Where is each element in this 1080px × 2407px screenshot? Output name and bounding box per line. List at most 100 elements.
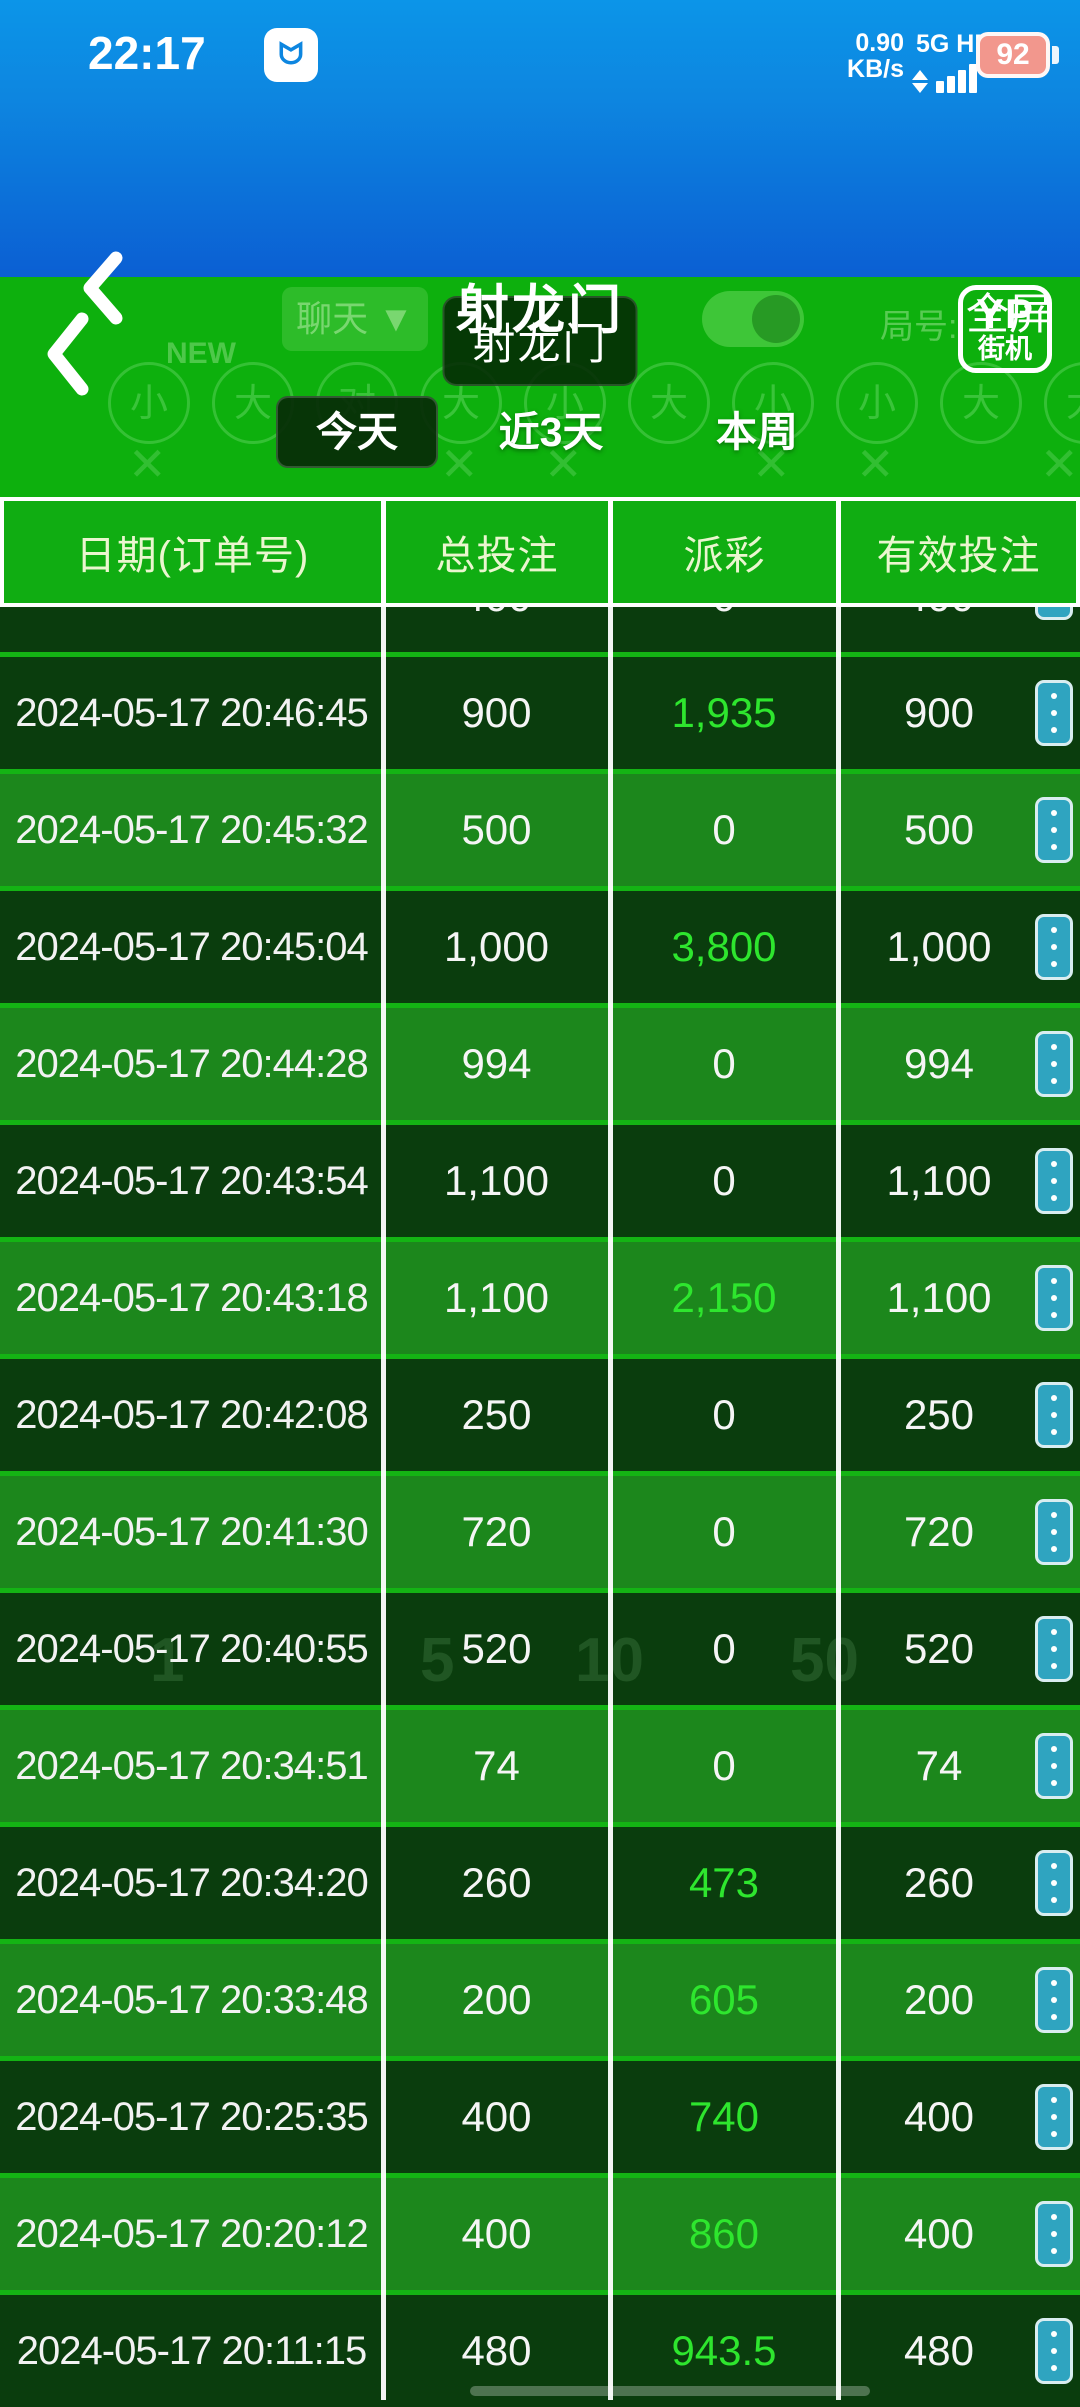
row-total-bet: 1,100 xyxy=(383,1274,610,1322)
row-actions-button[interactable] xyxy=(1035,2318,1073,2384)
row-valid-bet: 400 xyxy=(838,2210,1040,2258)
row-date: 2024-05-17 20:43:54 xyxy=(0,1159,383,1204)
table-row: 2024-05-17 20:34:51 74 0 74 xyxy=(0,1710,1080,1822)
column-divider xyxy=(608,607,613,2400)
app-icon-glyph: ᗢ xyxy=(279,40,304,70)
table-row: 2024-05-17 20:33:48 200 605 200 xyxy=(0,1944,1080,2056)
row-valid-bet: 520 xyxy=(838,1625,1040,1673)
row-valid-bet: 400 xyxy=(838,2093,1040,2141)
row-payout: 473 xyxy=(610,1859,838,1907)
col-header-valid-bet: 有效投注 xyxy=(841,501,1076,603)
app-header: 射龙门 全屏 xyxy=(0,100,1080,277)
row-payout: 860 xyxy=(610,2210,838,2258)
table-row: 2024-05-17 20:20:12 400 860 400 xyxy=(0,2178,1080,2290)
col-header-payout: 派彩 xyxy=(613,501,836,603)
row-actions-button[interactable] xyxy=(1035,607,1073,620)
table-row: 2024-05-17 20:42:08 250 0 250 xyxy=(0,1359,1080,1471)
row-payout: 740 xyxy=(610,2093,838,2141)
row-payout: 0 xyxy=(610,806,838,854)
table-row: 2024-05-17 20:43:18 1,100 2,150 1,100 xyxy=(0,1242,1080,1354)
battery-icon: 92 xyxy=(976,32,1050,78)
home-indicator-bar[interactable] xyxy=(470,2386,870,2396)
row-total-bet: 200 xyxy=(383,1976,610,2024)
row-valid-bet: 720 xyxy=(838,1508,1040,1556)
column-divider xyxy=(836,607,841,2400)
row-actions-button[interactable] xyxy=(1035,1265,1073,1331)
row-valid-bet: 1,100 xyxy=(838,1157,1040,1205)
row-actions-button[interactable] xyxy=(1035,1148,1073,1214)
column-divider xyxy=(381,607,386,2400)
row-date: 2024-05-17 20:45:04 xyxy=(0,925,383,970)
table-row: 2024-05-17 20:45:32 500 0 500 xyxy=(0,774,1080,886)
row-valid-bet: 250 xyxy=(838,1391,1040,1439)
row-total-bet: 480 xyxy=(383,2327,610,2375)
table-row: 2024-05-17 20:41:30 720 0 720 xyxy=(0,1476,1080,1588)
signal-bars-icon xyxy=(912,64,977,93)
table-row: 2024-05-17 20:25:35 400 740 400 xyxy=(0,2061,1080,2173)
faint-chip: 5 xyxy=(420,1625,454,1696)
table-row: 2024-05-17 20:45:04 1,000 3,800 1,000 xyxy=(0,891,1080,1003)
table-body[interactable]: 400 0 400 2024-05-17 20:46:45 900 1,935 … xyxy=(0,607,1080,2400)
page-title: 射龙门 xyxy=(0,268,1080,344)
row-total-bet: 250 xyxy=(383,1391,610,1439)
row-actions-button[interactable] xyxy=(1035,1967,1073,2033)
row-actions-button[interactable] xyxy=(1035,797,1073,863)
fullscreen-button[interactable]: 全屏 xyxy=(966,280,1052,342)
row-total-bet: 400 xyxy=(383,2093,610,2141)
row-actions-button[interactable] xyxy=(1035,1616,1073,1682)
row-actions-button[interactable] xyxy=(1035,1733,1073,1799)
partial-valid: 400 xyxy=(838,607,1040,621)
table-row: 2024-05-17 20:44:28 994 0 994 xyxy=(0,1008,1080,1120)
row-total-bet: 994 xyxy=(383,1040,610,1088)
row-payout: 0 xyxy=(610,1391,838,1439)
row-date: 2024-05-17 20:44:28 xyxy=(0,1042,383,1087)
row-payout: 605 xyxy=(610,1976,838,2024)
row-payout: 1,935 xyxy=(610,689,838,737)
battery-nub xyxy=(1052,46,1059,64)
faint-chip: 50 xyxy=(790,1625,859,1696)
row-valid-bet: 74 xyxy=(838,1742,1040,1790)
row-valid-bet: 994 xyxy=(838,1040,1040,1088)
row-actions-button[interactable] xyxy=(1035,1850,1073,1916)
row-valid-bet: 500 xyxy=(838,806,1040,854)
row-payout: 0 xyxy=(610,1508,838,1556)
row-payout: 2,150 xyxy=(610,1274,838,1322)
row-date: 2024-05-17 20:20:12 xyxy=(0,2212,383,2257)
status-bar: 22:17 ᗢ 0.90 KB/s 5G HD 92 xyxy=(0,0,1080,100)
row-valid-bet: 900 xyxy=(838,689,1040,737)
col-header-total-bet: 总投注 xyxy=(386,501,608,603)
row-date: 2024-05-17 20:11:15 xyxy=(0,2329,383,2374)
row-valid-bet: 480 xyxy=(838,2327,1040,2375)
updown-arrows-icon xyxy=(912,70,928,93)
row-date: 2024-05-17 20:43:18 xyxy=(0,1276,383,1321)
row-valid-bet: 1,100 xyxy=(838,1274,1040,1322)
tab-last-3-days[interactable]: 近3天 xyxy=(470,396,632,468)
row-date: 2024-05-17 20:33:48 xyxy=(0,1978,383,2023)
row-date: 2024-05-17 20:42:08 xyxy=(0,1393,383,1438)
tab-this-week[interactable]: 本周 xyxy=(676,396,838,468)
tab-today[interactable]: 今天 xyxy=(276,396,438,468)
row-payout: 0 xyxy=(610,1742,838,1790)
row-actions-button[interactable] xyxy=(1035,1031,1073,1097)
notification-app-icon: ᗢ xyxy=(264,28,318,82)
row-valid-bet: 1,000 xyxy=(838,923,1040,971)
date-filter-tabs: 今天 近3天 本周 xyxy=(0,396,1080,468)
row-date: 2024-05-17 20:40:55 xyxy=(0,1627,383,1672)
row-actions-button[interactable] xyxy=(1035,1382,1073,1448)
clock: 22:17 xyxy=(88,26,206,80)
partial-bet: 400 xyxy=(383,607,610,621)
row-total-bet: 1,000 xyxy=(383,923,610,971)
row-valid-bet: 200 xyxy=(838,1976,1040,2024)
row-actions-button[interactable] xyxy=(1035,1499,1073,1565)
row-total-bet: 500 xyxy=(383,806,610,854)
row-actions-button[interactable] xyxy=(1035,914,1073,980)
row-date: 2024-05-17 20:34:20 xyxy=(0,1861,383,1906)
row-actions-button[interactable] xyxy=(1035,2084,1073,2150)
row-total-bet: 1,100 xyxy=(383,1157,610,1205)
row-date: 2024-05-17 20:34:51 xyxy=(0,1744,383,1789)
row-actions-button[interactable] xyxy=(1035,680,1073,746)
row-payout: 3,800 xyxy=(610,923,838,971)
partial-payout: 0 xyxy=(610,607,838,621)
row-date: 2024-05-17 20:46:45 xyxy=(0,691,383,736)
row-actions-button[interactable] xyxy=(1035,2201,1073,2267)
